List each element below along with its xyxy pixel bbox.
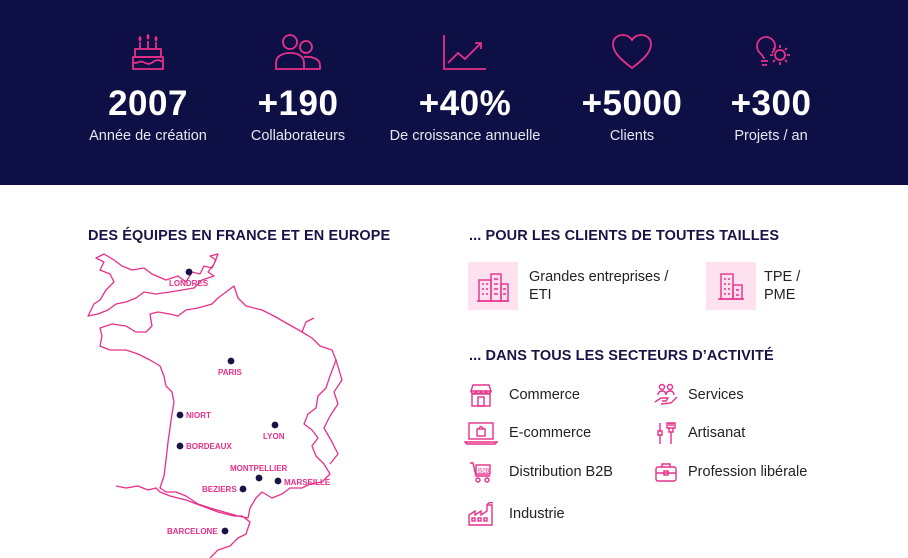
laptop-shopping-icon xyxy=(464,418,498,448)
teams-heading: DES ÉQUIPES EN FRANCE ET EN EUROPE xyxy=(88,228,391,244)
stat-employees: +190 Collaborateurs xyxy=(213,30,383,144)
sector-label: Artisanat xyxy=(688,425,746,441)
sector-item-b2b: B2B Distribution B2B xyxy=(466,457,613,487)
england-coastline xyxy=(87,253,219,317)
stat-value: +300 xyxy=(730,84,812,123)
city-label-london: LONDRES xyxy=(169,279,209,288)
sector-item-artisanat: Artisanat xyxy=(651,418,745,448)
stat-label: Année de création xyxy=(89,128,207,144)
briefcase-icon xyxy=(651,457,681,487)
city-label-marseille: MARSEILLE xyxy=(284,478,331,487)
growth-chart-icon xyxy=(380,30,550,74)
stats-banner: 2007 Année de création +190 Collaborateu… xyxy=(0,0,908,185)
svg-text:B2B: B2B xyxy=(478,469,489,475)
city-label-montpellier: MONTPELLIER xyxy=(230,464,288,473)
stat-value: +5000 xyxy=(581,84,683,123)
france-europe-map: LONDRES PARIS NIORT LYON BORDEAUX MONTPE… xyxy=(87,253,343,558)
client-size-small: TPE / PME xyxy=(706,262,846,310)
sector-item-ecommerce: E-commerce xyxy=(464,418,591,448)
client-size-label: TPE / PME xyxy=(764,269,801,303)
client-size-label: Grandes entreprises / ETI xyxy=(529,269,669,303)
stat-projects: +300 Projets / an xyxy=(686,30,856,144)
sector-label: E-commerce xyxy=(509,425,592,441)
stat-value: +190 xyxy=(257,84,339,123)
office-buildings-icon xyxy=(468,262,518,310)
city-label-barcelona: BARCELONE xyxy=(167,527,218,536)
city-label-bordeaux: BORDEAUX xyxy=(186,442,232,451)
service-hand-icon xyxy=(651,380,681,410)
stat-clients: +5000 Clients xyxy=(547,30,717,144)
city-label-beziers: BEZIERS xyxy=(202,485,237,494)
sector-item-services: Services xyxy=(651,380,744,410)
sector-label: Distribution B2B xyxy=(509,464,613,480)
stat-value: +40% xyxy=(418,84,512,123)
city-label-paris: PARIS xyxy=(218,368,243,377)
spain-outline xyxy=(115,485,251,558)
small-building-icon xyxy=(706,262,756,310)
sectors-heading: ... DANS TOUS LES SECTEURS D’ACTIVITÉ xyxy=(469,348,774,364)
heart-icon xyxy=(547,30,717,74)
stat-label: De croissance annuelle xyxy=(389,128,541,144)
tools-icon xyxy=(651,418,681,448)
stat-growth: +40% De croissance annuelle xyxy=(380,30,550,144)
italy-border xyxy=(323,359,343,465)
b2b-cart-icon: B2B xyxy=(466,457,496,487)
sector-label: Services xyxy=(688,387,744,403)
city-label-niort: NIORT xyxy=(186,411,211,420)
sector-item-liberal: Profession libérale xyxy=(651,457,807,487)
rhine-border xyxy=(301,317,315,333)
stat-label: Collaborateurs xyxy=(250,128,346,144)
stat-label: Projets / an xyxy=(734,128,808,144)
shop-icon xyxy=(466,380,496,410)
stat-value: 2007 xyxy=(108,84,188,123)
birthday-cake-icon xyxy=(63,30,233,74)
idea-gear-icon xyxy=(686,30,856,74)
sector-item-industrie: Industrie xyxy=(466,499,565,529)
sector-label: Industrie xyxy=(509,506,565,522)
factory-icon xyxy=(466,499,496,529)
sector-item-commerce: Commerce xyxy=(466,380,580,410)
city-label-lyon: LYON xyxy=(263,432,285,441)
people-icon xyxy=(213,30,383,74)
client-size-large: Grandes entreprises / ETI xyxy=(468,262,698,310)
stat-label: Clients xyxy=(609,128,655,144)
sector-label: Profession libérale xyxy=(688,464,808,480)
sector-label: Commerce xyxy=(509,387,580,403)
stat-founding-year: 2007 Année de création xyxy=(63,30,233,144)
clients-heading: ... POUR LES CLIENTS DE TOUTES TAILLES xyxy=(469,228,780,244)
